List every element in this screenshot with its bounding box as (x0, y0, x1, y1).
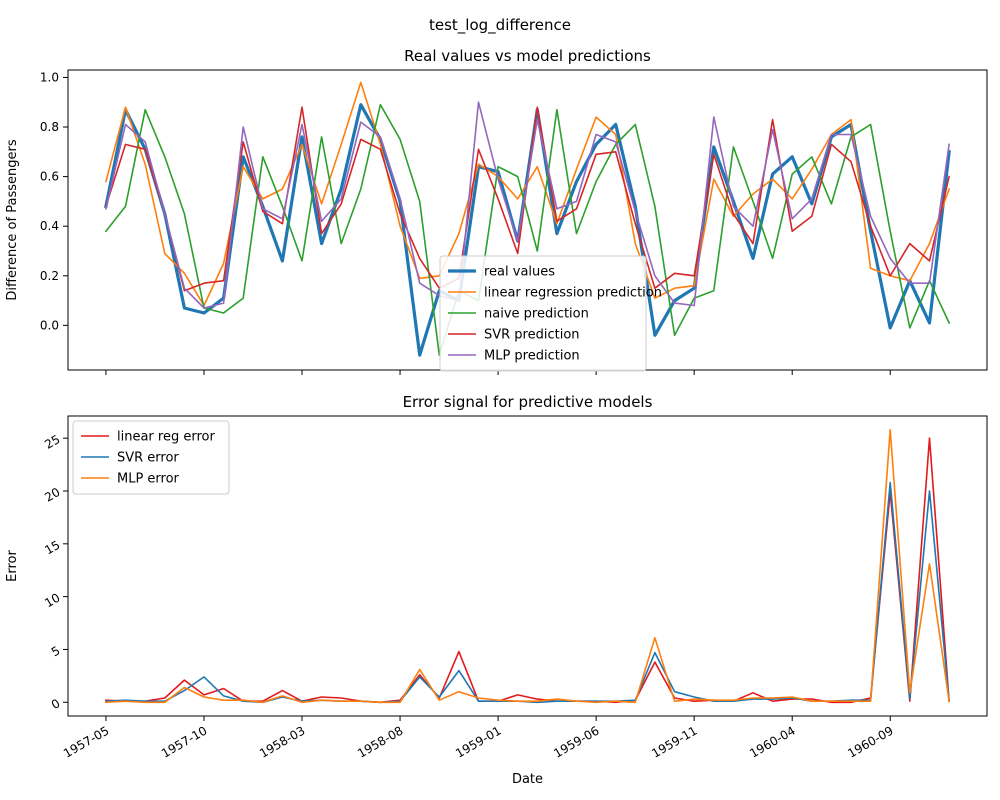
x-tick-label: 1957-05 (61, 723, 111, 760)
plot-frame (67, 415, 988, 717)
y-tick-label: 5 (49, 643, 63, 659)
series-line-mlp-prediction (104, 101, 951, 309)
y-tick-label: 0.0 (40, 318, 59, 332)
legend-entry: SVR prediction (484, 328, 580, 343)
x-tick-label: 1959-01 (453, 723, 503, 760)
y-tick-label: 25 (42, 432, 62, 452)
legend-entry: MLP error (117, 472, 180, 487)
legend-entry: linear regression prediction (484, 286, 662, 301)
x-axis-label: Date (512, 772, 543, 787)
legend-entry: MLP prediction (484, 349, 580, 364)
chart-title: Error signal for predictive models (403, 393, 653, 411)
legend-box (72, 420, 230, 495)
y-tick-label: 15 (42, 538, 62, 558)
x-tick-label: 1958-03 (257, 723, 307, 760)
legend-entry: real values (484, 265, 555, 280)
series-line-mlp-error (105, 428, 951, 704)
x-tick-label: 1960-04 (747, 723, 797, 760)
x-tick-label: 1960-09 (845, 723, 895, 760)
legend-entry: naive prediction (484, 307, 589, 322)
x-tick-label: 1958-08 (355, 723, 405, 760)
legend-entry: SVR error (117, 451, 179, 466)
legend-box (439, 255, 647, 372)
y-tick-label: 0.8 (40, 120, 59, 134)
chart-errors: Error signal for predictive models 0 5 10 15… (5, 393, 988, 787)
figure-suptitle: test_log_difference (429, 16, 571, 35)
y-tick-label: 20 (42, 485, 62, 505)
series-line-naive-prediction (104, 103, 951, 356)
y-axis-label: Error (5, 550, 20, 582)
chart-title: Real values vs model predictions (404, 47, 651, 65)
y-tick-label: 1.0 (40, 70, 59, 84)
y-tick-label: 0 (49, 696, 63, 712)
y-tick-label: 10 (42, 591, 62, 611)
y-tick-label: 0.4 (40, 219, 59, 233)
legend: linear reg error SVR error MLP error (72, 420, 230, 495)
x-tick-label: 1959-11 (649, 723, 699, 760)
chart-predictions: Real values vs model predictions 0.0 0.2 0.… (5, 47, 988, 375)
y-tick-label: 0.2 (40, 269, 59, 283)
x-tick-label: 1959-06 (551, 723, 601, 760)
x-tick-label: 1957-10 (159, 723, 209, 760)
legend-entry: linear reg error (117, 430, 215, 445)
y-tick-label: 0.6 (40, 170, 59, 184)
y-axis-label: Difference of Passengers (5, 139, 20, 300)
legend: real values linear regression prediction n… (439, 255, 662, 372)
